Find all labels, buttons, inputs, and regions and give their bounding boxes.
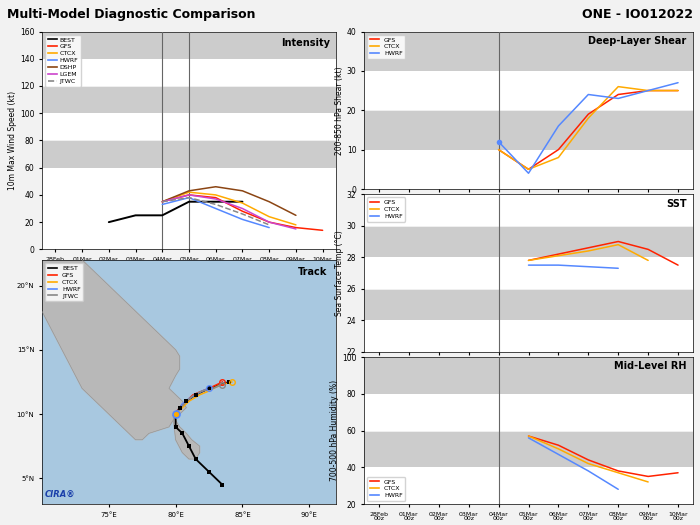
Legend: GFS, CTCX, HWRF: GFS, CTCX, HWRF [367, 35, 405, 59]
Bar [42, 86, 336, 113]
Legend: BEST, GFS, CTCX, HWRF, JTWC: BEST, GFS, CTCX, HWRF, JTWC [45, 263, 83, 301]
Text: ONE - IO012022: ONE - IO012022 [582, 8, 693, 21]
Bar [364, 110, 693, 150]
Bar [42, 140, 336, 167]
Y-axis label: Sea Surface Temp (°C): Sea Surface Temp (°C) [335, 230, 344, 316]
Y-axis label: 10m Max Wind Speed (kt): 10m Max Wind Speed (kt) [8, 91, 17, 190]
Text: Intensity: Intensity [281, 38, 330, 48]
Polygon shape [173, 415, 200, 459]
Bar [364, 430, 693, 467]
Bar [364, 289, 693, 320]
Bar [364, 32, 693, 71]
Text: Mid-Level RH: Mid-Level RH [614, 361, 687, 371]
Polygon shape [17, 234, 186, 440]
Text: Multi-Model Diagnostic Comparison: Multi-Model Diagnostic Comparison [7, 8, 256, 21]
Y-axis label: 200-850 hPa Shear (kt): 200-850 hPa Shear (kt) [335, 66, 344, 154]
Text: SST: SST [666, 199, 687, 209]
Legend: BEST, GFS, CTCX, HWRF, DSHP, LGEM, JTWC: BEST, GFS, CTCX, HWRF, DSHP, LGEM, JTWC [45, 35, 80, 87]
Text: CIRA®: CIRA® [45, 490, 76, 499]
Legend: GFS, CTCX, HWRF: GFS, CTCX, HWRF [367, 197, 405, 222]
Legend: GFS, CTCX, HWRF: GFS, CTCX, HWRF [367, 477, 405, 501]
Bar [42, 32, 336, 59]
Bar [364, 226, 693, 257]
Bar [364, 357, 693, 394]
Y-axis label: 700-500 hPa Humidity (%): 700-500 hPa Humidity (%) [330, 380, 339, 481]
Text: Deep-Layer Shear: Deep-Layer Shear [588, 36, 687, 46]
Text: Track: Track [298, 267, 327, 277]
